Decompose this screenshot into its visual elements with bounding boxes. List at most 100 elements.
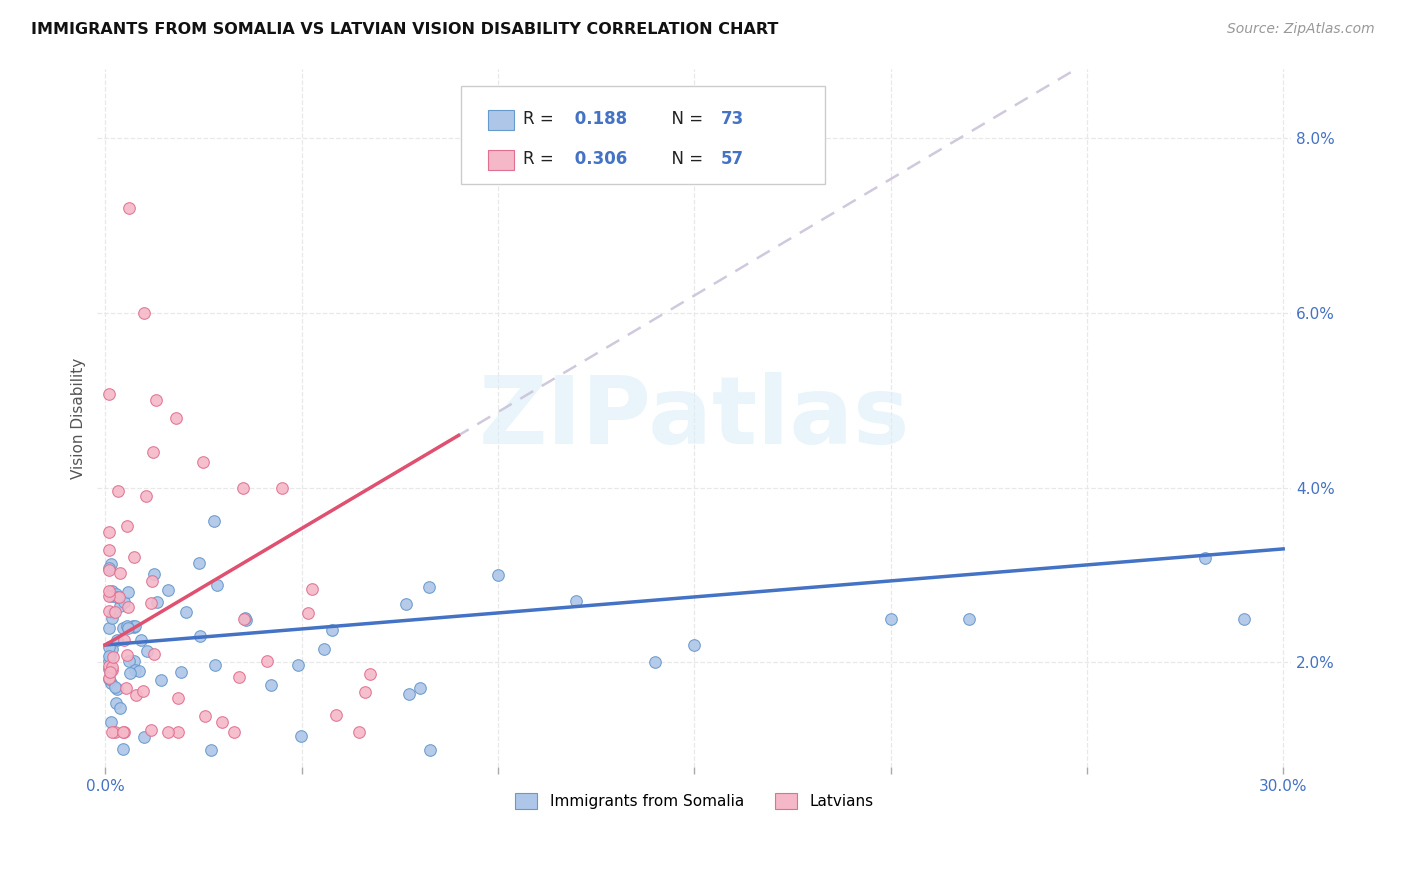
Point <box>98 543 121 558</box>
Point <box>141 574 163 588</box>
Point <box>132 684 155 698</box>
Legend: Immigrants from Somalia, Latvians: Immigrants from Somalia, Latvians <box>509 788 880 815</box>
Point <box>418 580 440 594</box>
Point <box>157 582 180 597</box>
Point <box>98 584 121 599</box>
Point <box>205 578 228 592</box>
Point <box>115 619 138 633</box>
Text: R =: R = <box>523 150 560 168</box>
Point <box>108 590 131 604</box>
Point <box>325 707 347 722</box>
Point <box>165 410 187 425</box>
Text: N =: N = <box>661 111 709 128</box>
FancyBboxPatch shape <box>461 86 825 184</box>
Point <box>142 566 165 581</box>
Point <box>112 595 135 609</box>
Point <box>98 662 121 676</box>
Point <box>114 681 136 696</box>
Point <box>486 568 509 582</box>
Point <box>111 621 134 635</box>
Point <box>98 649 121 664</box>
Point <box>301 582 323 597</box>
Point <box>112 742 135 756</box>
Point <box>157 725 180 739</box>
Point <box>98 659 121 673</box>
FancyBboxPatch shape <box>488 111 515 130</box>
Point <box>104 725 127 739</box>
Point <box>235 613 257 627</box>
Point <box>98 563 121 577</box>
Point <box>124 663 146 677</box>
Point <box>141 723 163 738</box>
Point <box>146 595 169 609</box>
Point <box>150 673 173 688</box>
Point <box>98 387 121 401</box>
Point <box>193 454 215 468</box>
Point <box>100 589 122 603</box>
Point <box>200 743 222 757</box>
Point <box>256 654 278 668</box>
Text: 0.188: 0.188 <box>569 111 627 128</box>
Point <box>287 657 309 672</box>
Point <box>98 648 121 662</box>
Point <box>98 589 121 603</box>
Point <box>683 638 706 652</box>
Point <box>122 654 145 668</box>
Point <box>233 611 256 625</box>
Point <box>105 696 128 710</box>
Point <box>135 644 157 658</box>
Point <box>124 619 146 633</box>
Point <box>122 549 145 564</box>
Point <box>290 729 312 743</box>
Point <box>134 306 156 320</box>
Point <box>167 725 190 739</box>
Point <box>879 612 901 626</box>
Point <box>135 490 157 504</box>
Point <box>117 648 139 663</box>
Point <box>122 620 145 634</box>
Point <box>98 654 121 668</box>
Point <box>108 566 131 581</box>
Point <box>139 596 162 610</box>
Point <box>98 671 121 685</box>
Point <box>644 656 666 670</box>
Point <box>260 678 283 692</box>
Point <box>202 514 225 528</box>
Point <box>105 633 128 648</box>
Point <box>142 445 165 459</box>
Text: R =: R = <box>523 111 560 128</box>
Point <box>297 607 319 621</box>
Point <box>187 556 209 570</box>
Point <box>101 606 124 620</box>
Point <box>101 725 124 739</box>
Text: IMMIGRANTS FROM SOMALIA VS LATVIAN VISION DISABILITY CORRELATION CHART: IMMIGRANTS FROM SOMALIA VS LATVIAN VISIO… <box>31 22 779 37</box>
Point <box>100 715 122 730</box>
Point <box>98 560 121 574</box>
Point <box>100 663 122 677</box>
Text: N =: N = <box>661 150 709 168</box>
Point <box>125 688 148 702</box>
Point <box>105 587 128 601</box>
Y-axis label: Vision Disability: Vision Disability <box>72 358 86 478</box>
Point <box>98 604 121 618</box>
Point <box>117 585 139 599</box>
Point <box>100 611 122 625</box>
Point <box>131 633 153 648</box>
Point <box>395 597 418 611</box>
Point <box>118 201 141 215</box>
Point <box>167 691 190 706</box>
Point <box>142 647 165 661</box>
Point <box>211 714 233 729</box>
Text: 73: 73 <box>720 111 744 128</box>
Point <box>105 590 128 604</box>
Point <box>101 649 124 664</box>
Point <box>108 599 131 614</box>
Point <box>98 665 121 679</box>
Point <box>100 583 122 598</box>
Text: ZIPatlas: ZIPatlas <box>478 372 910 464</box>
Point <box>98 672 121 686</box>
Point <box>132 731 155 745</box>
Point <box>1194 550 1216 565</box>
Point <box>194 709 217 723</box>
Point <box>117 654 139 668</box>
